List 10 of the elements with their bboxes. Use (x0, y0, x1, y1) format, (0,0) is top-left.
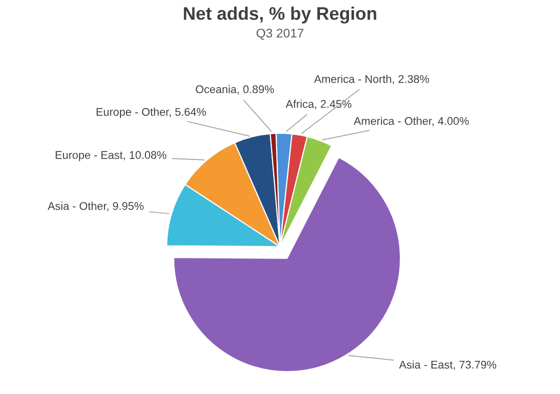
slice-label: Europe - Other, 5.64% (96, 108, 206, 118)
slice-label: Asia - East, 73.79% (399, 360, 496, 370)
slice-label: America - North, 2.38% (314, 74, 430, 84)
slice-label: America - Other, 4.00% (354, 116, 469, 126)
slice-label: Oceania, 0.89% (196, 85, 274, 94)
slice-label: Africa, 2.45% (286, 100, 352, 110)
slice-label: Asia - Other, 9.95% (48, 202, 144, 212)
slice-label: Europe - East, 10.08% (56, 151, 166, 162)
chart-title: Net adds, % by Region (184, 6, 376, 24)
chart-subtitle: Q3 2017 (256, 28, 304, 40)
